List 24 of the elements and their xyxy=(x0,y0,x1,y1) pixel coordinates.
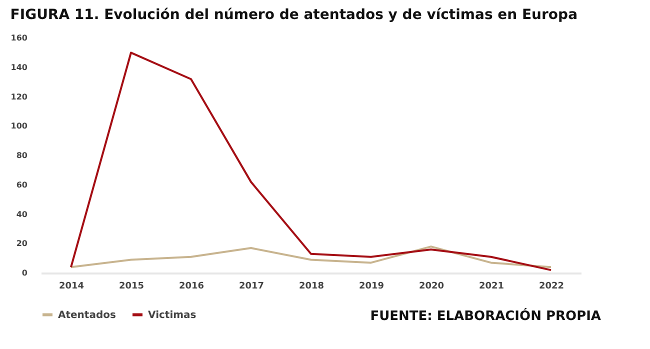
legend-label: Atentados xyxy=(58,310,116,321)
x-tick-label: 2014 xyxy=(58,282,84,292)
y-tick-label: 60 xyxy=(16,180,28,190)
y-tick-label: 40 xyxy=(16,210,28,219)
y-tick-label: 20 xyxy=(16,239,28,248)
x-tick-label: 2017 xyxy=(238,282,264,292)
x-tick-label: 2021 xyxy=(478,282,504,292)
x-tick-label: 2020 xyxy=(418,282,444,292)
x-tick-label: 2019 xyxy=(358,282,384,292)
x-tick-label: 2022 xyxy=(538,282,564,292)
y-tick-label: 80 xyxy=(16,151,28,160)
chart-title: FIGURA 11. Evolución del número de atentados y de víctimas en Europa xyxy=(10,7,578,23)
x-tick-label: 2015 xyxy=(118,282,144,292)
x-tick-label: 2018 xyxy=(298,282,324,292)
y-tick-label: 160 xyxy=(10,34,28,42)
y-tick-label: 0 xyxy=(22,268,28,278)
y-tick-label: 120 xyxy=(10,92,28,102)
legend-label: Victimas xyxy=(148,310,196,321)
source-note: FUENTE: ELABORACIÓN PROPIA xyxy=(370,307,601,324)
line-series xyxy=(70,52,552,272)
line-series xyxy=(70,246,552,268)
x-tick-label: 2016 xyxy=(178,282,204,292)
y-tick-label: 100 xyxy=(10,122,28,131)
y-tick-label: 140 xyxy=(10,62,28,72)
